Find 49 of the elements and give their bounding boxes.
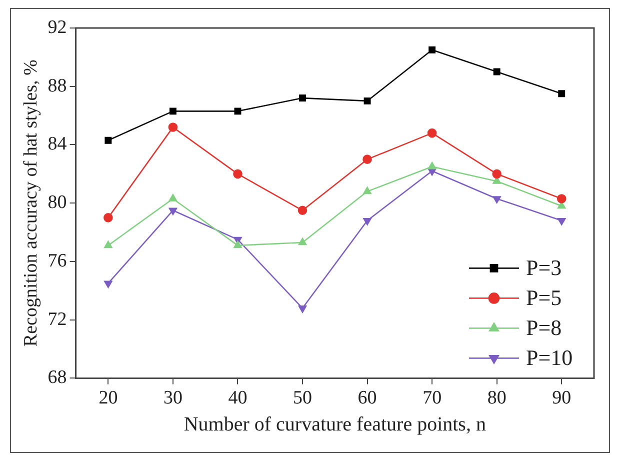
point [493,68,500,76]
point [234,108,242,115]
point [492,196,501,204]
point [363,186,372,194]
x-tick-label: 60 [358,388,377,409]
x-tick-label: 30 [163,388,182,409]
point [427,128,437,138]
y-tick-label: 76 [48,250,67,272]
point [492,169,502,179]
point [428,162,436,170]
legend-label: P=3 [526,254,562,280]
point [233,169,242,179]
point [104,280,112,288]
y-tick-label: 80 [48,192,67,214]
legend-label: P=10 [526,344,573,370]
point [104,240,112,248]
point [168,122,178,132]
point [169,108,176,115]
y-tick-label: 88 [48,75,67,96]
x-tick-label: 70 [422,388,442,409]
y-tick-label: 92 [48,16,67,38]
x-tick-label: 20 [98,388,118,409]
y-tick-label: 68 [48,367,67,388]
y-tick-label: 72 [48,308,67,330]
point [104,213,113,222]
x-tick-label: 90 [552,388,572,409]
point [234,240,242,248]
point [364,97,371,104]
y-axis-title: Recognition accuracy of hat styles, % [20,59,42,347]
x-tick-label: 80 [487,388,506,409]
point [298,306,307,313]
point [558,90,566,98]
x-tick-label: 50 [293,388,312,409]
point [104,136,112,144]
point [362,154,372,164]
point [298,206,308,216]
legend-label: P=5 [526,284,562,310]
point [168,208,178,216]
point [298,238,307,246]
y-tick-label: 84 [48,134,68,155]
x-axis-title: Number of curvature feature points, n [184,413,486,436]
point [299,94,306,102]
legend-label: P=8 [526,314,562,340]
x-tick-label: 40 [228,388,248,409]
point [363,218,372,226]
point [556,194,566,204]
point [428,46,436,54]
point [168,194,178,202]
point [558,218,566,226]
